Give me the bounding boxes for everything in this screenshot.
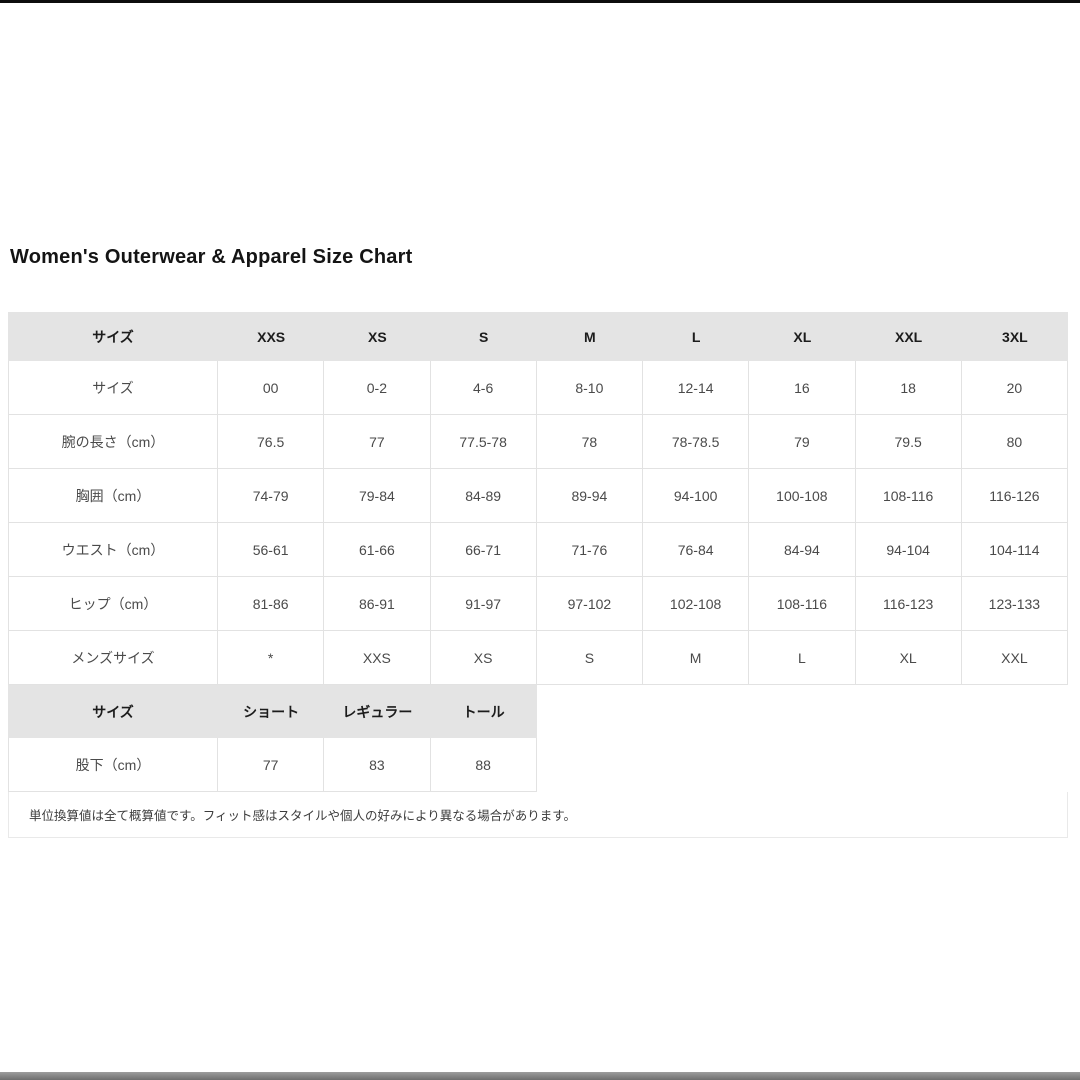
size-cell: * — [218, 631, 325, 685]
size-cell: M — [643, 631, 750, 685]
size-cell: 83 — [324, 738, 431, 792]
size-header-cell: XL — [793, 328, 812, 345]
length-header-row: サイズ ショート レギュラー トール — [8, 685, 537, 738]
table-row-inseam: 股下（cm） 77 83 88 — [8, 738, 537, 792]
size-cell: 84-89 — [430, 469, 537, 523]
table-row-mens-size: メンズサイズ * XXS XS S M L XL XXL — [8, 631, 1068, 685]
bottom-edge-bar — [0, 1072, 1080, 1080]
size-cell: 74-79 — [218, 469, 325, 523]
footnote-text: 単位換算値は全て概算値です。フィット感はスタイルや個人の好みにより異なる場合があ… — [29, 809, 577, 823]
size-cell: 79 — [749, 415, 856, 469]
size-header-cell: S — [478, 328, 489, 345]
size-cell: 81-86 — [218, 577, 325, 631]
size-cell: 8-10 — [536, 361, 643, 415]
size-cell: 76-84 — [643, 523, 750, 577]
size-cell: 20 — [961, 361, 1068, 415]
size-cell: 88 — [430, 738, 537, 792]
size-cell: 102-108 — [643, 577, 750, 631]
size-cell: 104-114 — [961, 523, 1068, 577]
top-edge-line — [0, 0, 1080, 3]
size-cell: 89-94 — [536, 469, 643, 523]
size-cell: S — [536, 631, 643, 685]
size-header-cell: L — [691, 328, 701, 345]
length-header-cell: ショート — [243, 703, 300, 720]
size-cell: 78 — [536, 415, 643, 469]
size-cell: XXS — [324, 631, 431, 685]
size-cell: 78-78.5 — [643, 415, 750, 469]
size-cell: 91-97 — [430, 577, 537, 631]
row-label: サイズ — [8, 361, 218, 415]
size-cell: XXL — [961, 631, 1068, 685]
womens-size-chart-table: サイズ XXS XS S M L XL XXL 3XL サイズ 00 0-2 4… — [8, 312, 1068, 838]
size-header-cell: XXS — [257, 328, 286, 345]
size-cell: XL — [855, 631, 962, 685]
size-cell: 0-2 — [324, 361, 431, 415]
footnote-box: 単位換算値は全て概算値です。フィット感はスタイルや個人の好みにより異なる場合があ… — [8, 792, 1068, 838]
size-cell: 77 — [324, 415, 431, 469]
size-header-cell: 3XL — [1002, 328, 1028, 345]
size-cell: 77 — [218, 738, 325, 792]
row-label: ウエスト（cm） — [8, 523, 218, 577]
size-cell: 97-102 — [536, 577, 643, 631]
size-cell: 4-6 — [430, 361, 537, 415]
size-cell: 56-61 — [218, 523, 325, 577]
size-header-cell: XXL — [895, 328, 923, 345]
size-cell: 108-116 — [749, 577, 856, 631]
size-cell: 12-14 — [643, 361, 750, 415]
size-header-row: サイズ XXS XS S M L XL XXL 3XL — [8, 312, 1068, 361]
table-row-arm-length: 腕の長さ（cm） 76.5 77 77.5-78 78 78-78.5 79 7… — [8, 415, 1068, 469]
size-cell: 16 — [749, 361, 856, 415]
row-label: ヒップ（cm） — [8, 577, 218, 631]
size-cell: 116-123 — [855, 577, 962, 631]
size-cell: 61-66 — [324, 523, 431, 577]
row-label: 股下（cm） — [8, 738, 218, 792]
size-cell: 77.5-78 — [430, 415, 537, 469]
size-header-cell: サイズ — [92, 328, 134, 345]
size-cell: 86-91 — [324, 577, 431, 631]
size-cell: 94-100 — [643, 469, 750, 523]
length-header-cell: サイズ — [92, 703, 134, 720]
size-cell: 79-84 — [324, 469, 431, 523]
size-cell: 80 — [961, 415, 1068, 469]
size-cell: 94-104 — [855, 523, 962, 577]
size-cell: 66-71 — [430, 523, 537, 577]
size-cell: 79.5 — [855, 415, 962, 469]
size-header-cell: XS — [368, 328, 387, 345]
size-cell: 100-108 — [749, 469, 856, 523]
row-label: 胸囲（cm） — [8, 469, 218, 523]
page-title: Women's Outerwear & Apparel Size Chart — [10, 246, 413, 269]
size-cell: 123-133 — [961, 577, 1068, 631]
table-row-us-size: サイズ 00 0-2 4-6 8-10 12-14 16 18 20 — [8, 361, 1068, 415]
table-row-hip: ヒップ（cm） 81-86 86-91 91-97 97-102 102-108… — [8, 577, 1068, 631]
size-cell: 18 — [855, 361, 962, 415]
row-label: 腕の長さ（cm） — [8, 415, 218, 469]
size-cell: 108-116 — [855, 469, 962, 523]
length-header-cell: トール — [462, 703, 505, 720]
row-label: メンズサイズ — [8, 631, 218, 685]
size-cell: 84-94 — [749, 523, 856, 577]
size-cell: 116-126 — [961, 469, 1068, 523]
table-row-chest: 胸囲（cm） 74-79 79-84 84-89 89-94 94-100 10… — [8, 469, 1068, 523]
size-cell: 71-76 — [536, 523, 643, 577]
size-cell: 00 — [218, 361, 325, 415]
length-header-cell: レギュラー — [342, 703, 413, 720]
table-row-waist: ウエスト（cm） 56-61 61-66 66-71 71-76 76-84 8… — [8, 523, 1068, 577]
size-header-cell: M — [584, 328, 596, 345]
size-cell: XS — [430, 631, 537, 685]
size-cell: 76.5 — [218, 415, 325, 469]
size-cell: L — [749, 631, 856, 685]
